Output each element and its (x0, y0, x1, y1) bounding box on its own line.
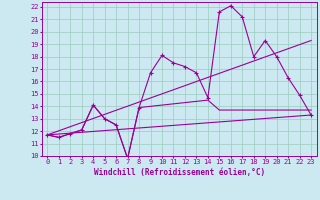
X-axis label: Windchill (Refroidissement éolien,°C): Windchill (Refroidissement éolien,°C) (94, 168, 265, 177)
